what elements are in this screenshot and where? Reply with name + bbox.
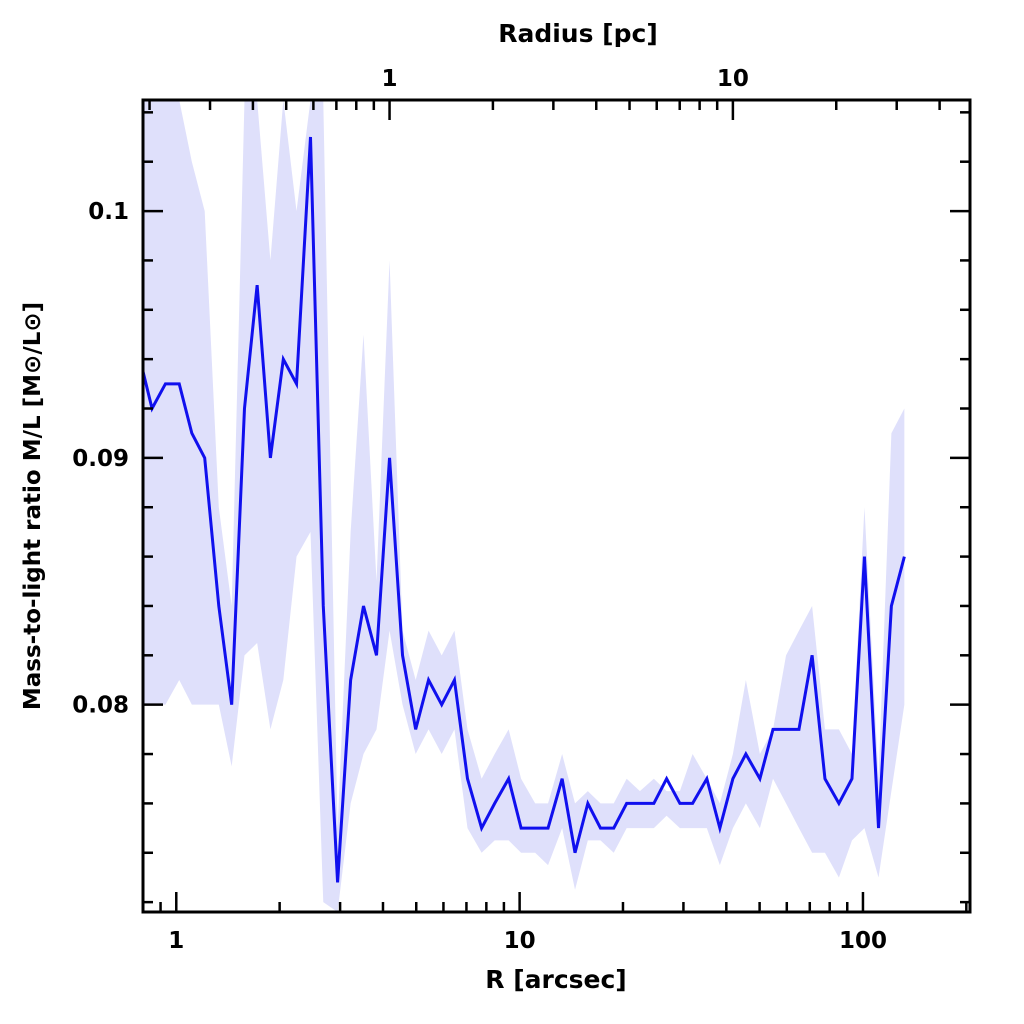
uncertainty-band-group [143,100,905,912]
line-group [143,136,906,883]
top-tick-label: 1 [382,66,398,92]
ticks-group: 1 10 100 1 10 0.08 0.09 0.1 [72,66,970,954]
plot-frame [141,98,972,914]
uncertainty-band [143,100,905,912]
x-axis-label: R [arcsec] [485,965,626,994]
x-tick-label: 10 [504,928,536,954]
x-tick-label: 100 [839,928,887,954]
y-tick-label: 0.09 [72,446,129,472]
top-tick-label: 10 [717,66,749,92]
ml-line [143,136,906,883]
y-tick-label: 0.1 [88,199,129,225]
y-axis-label: Mass-to-light ratio M/L [M⊙/L⊙] [20,302,46,710]
top-axis-label: Radius [pc] [498,19,658,48]
x-tick-label: 1 [168,928,184,954]
y-tick-label: 0.08 [72,693,129,719]
